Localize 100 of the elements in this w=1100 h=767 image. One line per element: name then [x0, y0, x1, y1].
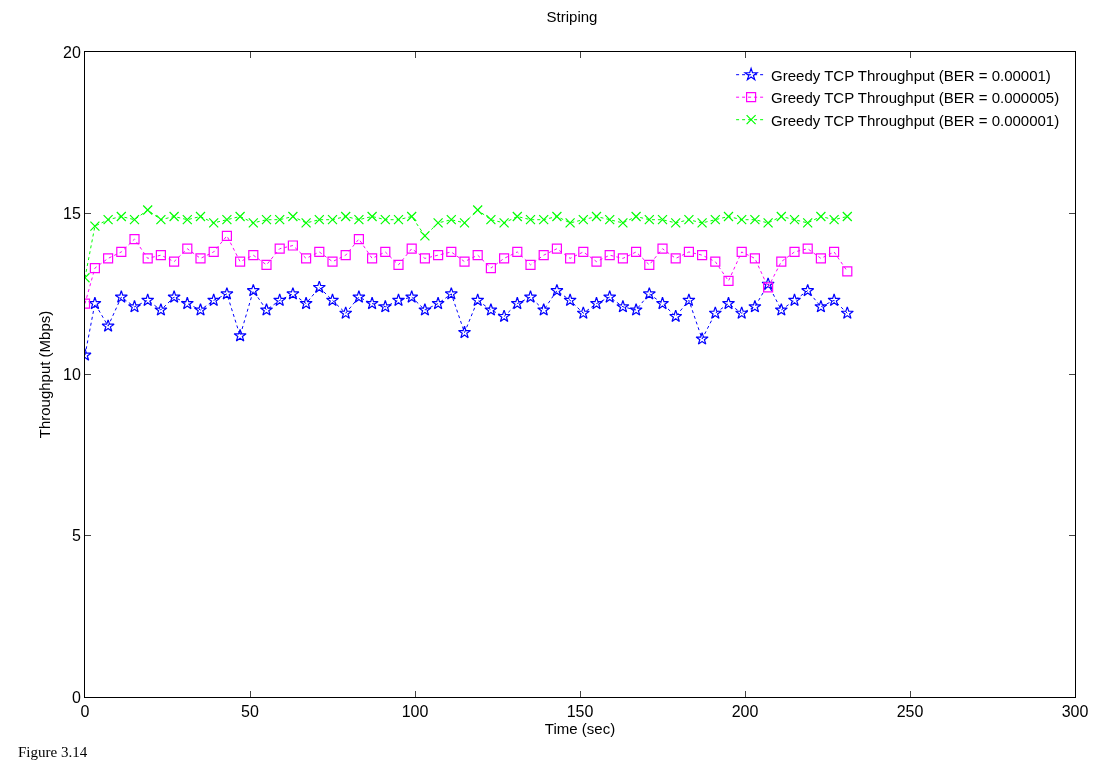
- point: [629, 303, 643, 316]
- point: [380, 214, 391, 225]
- point: [551, 243, 562, 254]
- point: [721, 296, 736, 310]
- point: [510, 296, 524, 310]
- point: [616, 299, 630, 313]
- point: [538, 214, 549, 225]
- y-tick-label: 20: [63, 43, 81, 61]
- point: [340, 250, 351, 261]
- point: [182, 214, 193, 225]
- point: [550, 283, 564, 297]
- legend-label: Greedy TCP Throughput (BER = 0.000001): [771, 111, 1060, 129]
- x-tick-label: 100: [401, 703, 429, 721]
- point: [815, 211, 826, 222]
- point: [129, 233, 140, 245]
- point: [116, 246, 127, 258]
- point: [591, 211, 602, 222]
- point: [801, 283, 815, 297]
- legend-label: Greedy TCP Throughput (BER = 0.000005): [771, 89, 1060, 107]
- point: [603, 290, 617, 303]
- point: [459, 256, 470, 267]
- point: [563, 293, 577, 307]
- legend-label: Greedy TCP Throughput (BER = 0.00001): [771, 66, 1051, 84]
- point: [457, 325, 472, 339]
- point: [802, 243, 813, 254]
- point: [525, 214, 536, 225]
- point: [842, 266, 853, 277]
- point: [749, 214, 760, 225]
- point: [578, 214, 589, 225]
- point: [287, 240, 298, 251]
- x-tick-label: 50: [241, 703, 259, 721]
- point: [391, 293, 406, 307]
- point: [499, 217, 510, 229]
- point: [154, 303, 168, 316]
- point: [512, 211, 523, 222]
- point: [220, 286, 234, 300]
- point: [141, 293, 155, 307]
- point: [169, 211, 180, 222]
- point: [551, 211, 562, 222]
- point: [710, 256, 721, 267]
- point: [565, 253, 576, 264]
- point: [406, 243, 417, 254]
- point: [378, 299, 392, 313]
- point: [576, 306, 590, 319]
- point: [604, 214, 615, 225]
- point: [180, 296, 194, 310]
- point: [340, 211, 351, 222]
- point: [484, 303, 498, 316]
- point: [419, 253, 430, 264]
- point: [802, 217, 813, 229]
- chart-title: Striping: [546, 8, 598, 26]
- point: [365, 296, 379, 310]
- point: [444, 286, 458, 300]
- point: [114, 290, 128, 303]
- point: [617, 253, 628, 264]
- point: [301, 217, 312, 229]
- point: [644, 259, 655, 270]
- point: [167, 290, 181, 303]
- point: [431, 296, 445, 310]
- point: [538, 250, 549, 261]
- point: [655, 296, 670, 310]
- point: [670, 253, 681, 264]
- point: [299, 296, 313, 310]
- point: [815, 253, 826, 264]
- point: [116, 211, 127, 222]
- x-tick-label: 200: [731, 703, 759, 721]
- point: [208, 246, 219, 258]
- x-tick-label: 250: [896, 703, 924, 721]
- point: [657, 214, 668, 225]
- y-tick-label: 10: [63, 366, 81, 384]
- point: [261, 259, 272, 270]
- point: [642, 286, 656, 300]
- point: [221, 214, 232, 225]
- point: [697, 217, 708, 229]
- point: [829, 246, 840, 258]
- point: [193, 303, 208, 316]
- point: [537, 303, 551, 316]
- point: [353, 233, 364, 245]
- point: [523, 290, 538, 303]
- point: [195, 211, 206, 222]
- y-tick-label: 5: [71, 527, 81, 545]
- point: [604, 250, 615, 261]
- point: [405, 290, 419, 303]
- point: [787, 293, 802, 307]
- point: [683, 246, 694, 258]
- point: [246, 283, 260, 297]
- point: [695, 332, 709, 345]
- point: [512, 246, 523, 258]
- point: [339, 306, 353, 319]
- point: [761, 277, 775, 290]
- point: [314, 214, 325, 225]
- point: [142, 253, 153, 264]
- point: [314, 246, 325, 258]
- point: [499, 253, 510, 264]
- point: [367, 253, 378, 264]
- point: [103, 214, 114, 225]
- point: [418, 303, 432, 316]
- point: [433, 217, 444, 229]
- point: [301, 253, 312, 264]
- point: [617, 217, 628, 229]
